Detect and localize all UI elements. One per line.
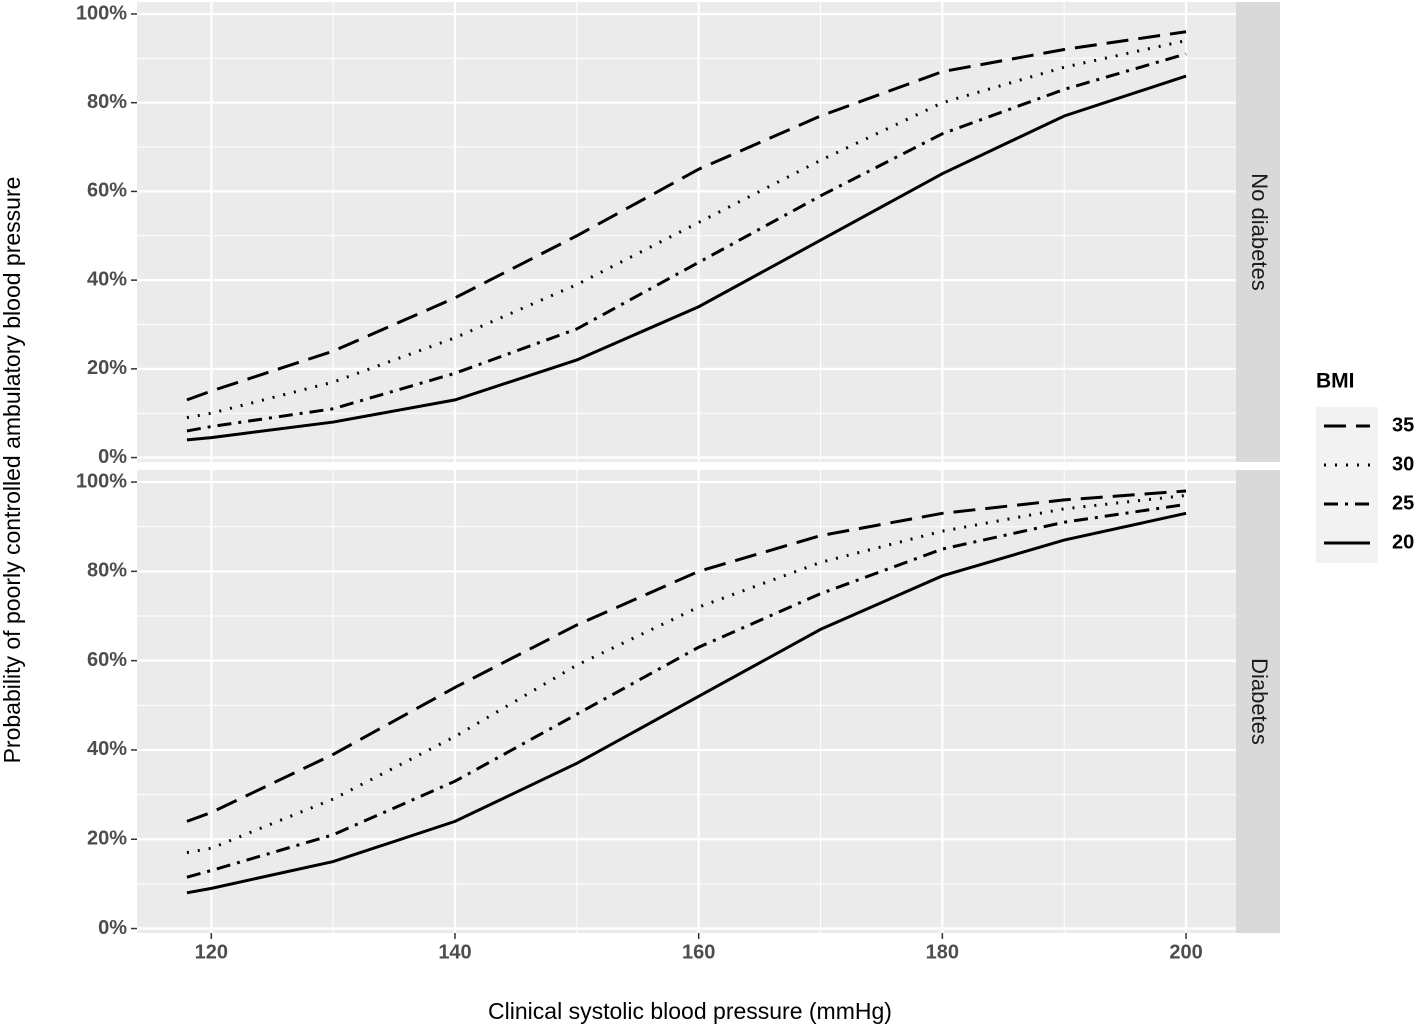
legend-title: BMI [1316,370,1355,393]
strip-background [1236,470,1280,933]
strip-background [1236,2,1280,462]
line [186,74,1187,442]
y-tick-label: 60% [87,649,127,671]
y-tick-label: 100% [76,470,127,492]
legend-label: 35 [1392,414,1414,436]
y-tick-label: 80% [87,91,127,113]
y-tick-label: 60% [87,180,127,202]
strip-label: Diabetes [1247,658,1272,745]
panel-background [137,2,1236,462]
line [186,489,1187,823]
y-tick-label: 40% [87,738,127,760]
strip-label: No diabetes [1247,173,1272,290]
line [186,511,1187,895]
line [186,52,1187,433]
line [186,30,1187,402]
y-tick-label: 20% [87,357,127,379]
legend-label: 20 [1392,531,1414,553]
x-tick-label: 200 [1169,941,1202,963]
y-tick-label: 80% [87,560,127,582]
x-tick-label: 140 [438,941,471,963]
legend-label: 30 [1392,453,1414,475]
x-tick-label: 160 [682,941,715,963]
y-tick-label: 40% [87,268,127,290]
x-axis-title: Clinical systolic blood pressure (mmHg) [488,998,892,1024]
y-tick-label: 100% [76,2,127,24]
x-tick-label: 180 [926,941,959,963]
y-tick-label: 20% [87,828,127,850]
y-tick-label: 0% [98,917,127,939]
y-tick-label: 0% [98,446,127,468]
legend-label: 25 [1392,492,1414,514]
x-tick-label: 120 [195,941,228,963]
y-axis-title: Probability of poorly controlled ambulat… [0,177,25,764]
